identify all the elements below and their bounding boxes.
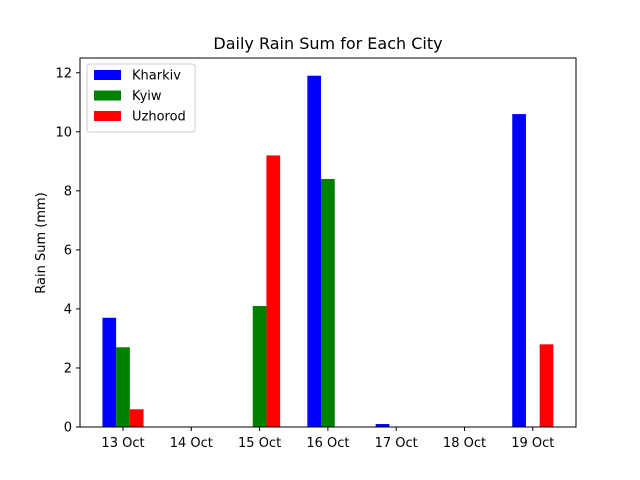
bar-kharkiv-3 [307, 75, 322, 428]
x-tick-label: 15 Oct [238, 436, 281, 451]
x-tick-label: 16 Oct [306, 436, 349, 451]
legend-label-kyiw: Kyiw [132, 89, 162, 104]
legend-swatch-kharkiv [94, 70, 121, 80]
legend-label-kharkiv: Kharkiv [132, 69, 181, 84]
x-tick-label: 13 Oct [101, 436, 144, 451]
legend-swatch-uzhorod [94, 111, 121, 121]
y-tick-label: 10 [55, 125, 72, 140]
legend: Kharkiv Kyiw Uzhorod [86, 63, 196, 133]
bar-kharkiv-4 [375, 424, 390, 427]
bar-uzhorod-2 [266, 155, 281, 428]
bar-kyiw-0 [116, 347, 130, 427]
bars-group [102, 75, 554, 428]
y-tick-label: 0 [64, 421, 72, 436]
legend-swatch-kyiw [94, 90, 121, 101]
bar-uzhorod-6 [539, 344, 554, 427]
y-tick-label: 6 [64, 243, 72, 258]
bar-kyiw-2 [252, 305, 267, 427]
bar-kyiw-3 [321, 179, 335, 427]
bar-kharkiv-0 [102, 317, 117, 427]
y-axis-ticks: 0 2 4 6 8 10 12 [55, 66, 80, 436]
x-axis-ticks: 13 Oct 14 Oct 15 Oct 16 Oct 17 Oct 18 Oct 19 O… [101, 427, 554, 451]
y-axis-label: Rain Sum (mm) [34, 192, 49, 293]
y-tick-label: 2 [64, 361, 72, 376]
bar-uzhorod-0 [129, 409, 144, 427]
x-tick-label: 18 Oct [443, 436, 486, 451]
x-tick-label: 17 Oct [375, 436, 418, 451]
plot-frame [79, 57, 577, 428]
y-tick-label: 4 [64, 302, 72, 317]
chart-title: Daily Rain Sum for Each City [213, 34, 442, 53]
x-tick-label: 14 Oct [170, 436, 213, 451]
legend-label-uzhorod: Uzhorod [132, 110, 186, 125]
y-tick-label: 12 [55, 66, 72, 81]
x-tick-label: 19 Oct [511, 436, 554, 451]
y-tick-label: 8 [64, 184, 72, 199]
bar-kharkiv-6 [512, 114, 526, 427]
